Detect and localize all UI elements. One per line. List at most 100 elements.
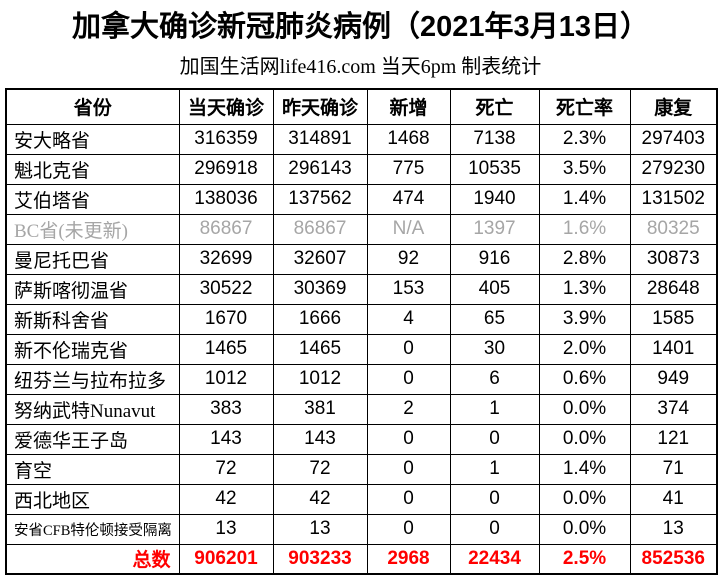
cell-new_cases: 153 [366,273,451,305]
total-cell-new_cases: 2968 [366,543,451,575]
cell-death_rate: 0.6% [538,363,631,395]
cell-new_cases: 0 [366,333,451,365]
table-row: 努纳武特Nunavut 383 381 2 1 0.0% 374 [5,393,718,425]
cell-new_cases: 0 [366,363,451,395]
cell-today: 296918 [178,153,274,185]
cell-yesterday: 86867 [272,213,368,245]
cell-yesterday: 1465 [272,333,368,365]
cell-deaths: 65 [449,303,540,335]
column-header-province: 省份 [5,88,180,125]
table-total-row: 总数 906201 903233 2968 22434 2.5% 852536 [5,543,718,575]
province-name-cell: 魁北克省 [5,153,180,185]
cell-recovered: 13 [629,513,718,545]
page-title: 加拿大确诊新冠肺炎病例（2021年3月13日） [72,11,649,43]
total-cell-recovered: 852536 [629,543,718,575]
cell-today: 1012 [178,363,274,395]
cell-yesterday: 30369 [272,273,368,305]
cell-recovered: 28648 [629,273,718,305]
province-name-cell: 安大略省 [5,123,180,155]
cell-new_cases: 1468 [366,123,451,155]
cell-new_cases: 474 [366,183,451,215]
table-row: 爱德华王子岛 143 143 0 0 0.0% 121 [5,423,718,455]
cell-deaths: 1 [449,453,540,485]
province-name-cell: 育空 [5,453,180,485]
cell-death_rate: 2.0% [538,333,631,365]
cell-yesterday: 296143 [272,153,368,185]
cell-death_rate: 0.0% [538,513,631,545]
province-name-cell: 新斯科舍省 [5,303,180,335]
column-header-today: 当天确诊 [178,88,274,125]
total-cell-deaths: 22434 [449,543,540,575]
cell-yesterday: 72 [272,453,368,485]
cell-new_cases: 0 [366,453,451,485]
table-row: 萨斯喀彻温省 30522 30369 153 405 1.3% 28648 [5,273,718,305]
province-name-cell: 萨斯喀彻温省 [5,273,180,305]
cell-new_cases: N/A [366,213,451,245]
cell-deaths: 916 [449,243,540,275]
column-header-new_cases: 新增 [366,88,451,125]
cell-yesterday: 32607 [272,243,368,275]
cell-recovered: 80325 [629,213,718,245]
cell-recovered: 1585 [629,303,718,335]
cell-recovered: 279230 [629,153,718,185]
cell-yesterday: 137562 [272,183,368,215]
province-name-cell: 安省CFB特伦顿接受隔离 [5,513,180,545]
cell-death_rate: 1.6% [538,213,631,245]
province-name-cell: 爱德华王子岛 [5,423,180,455]
cell-death_rate: 2.3% [538,123,631,155]
province-name-cell: BC省(未更新) [5,213,180,245]
table-row: 安省CFB特伦顿接受隔离 13 13 0 0 0.0% 13 [5,513,718,545]
province-name-cell: 努纳武特Nunavut [5,393,180,425]
cell-yesterday: 42 [272,483,368,515]
cell-today: 143 [178,423,274,455]
cell-yesterday: 1666 [272,303,368,335]
covid-stats-table: 省份 当天确诊 昨天确诊 新增 死亡 死亡率 康复 安大略省 316359 314891 1468… [5,88,718,575]
cell-death_rate: 3.5% [538,153,631,185]
cell-death_rate: 1.4% [538,183,631,215]
cell-today: 316359 [178,123,274,155]
cell-today: 1670 [178,303,274,335]
province-name-cell: 新不伦瑞克省 [5,333,180,365]
table-row: 魁北克省 296918 296143 775 10535 3.5% 279230 [5,153,718,185]
cell-death_rate: 2.8% [538,243,631,275]
cell-today: 30522 [178,273,274,305]
cell-new_cases: 4 [366,303,451,335]
cell-recovered: 71 [629,453,718,485]
cell-today: 86867 [178,213,274,245]
cell-deaths: 0 [449,483,540,515]
cell-yesterday: 143 [272,423,368,455]
cell-recovered: 1401 [629,333,718,365]
column-header-recovered: 康复 [629,88,718,125]
page-subtitle: 加国生活网life416.com 当天6pm 制表统计 [179,56,542,78]
cell-today: 383 [178,393,274,425]
column-header-death_rate: 死亡率 [538,88,631,125]
province-name-cell: 艾伯塔省 [5,183,180,215]
province-name-cell: 曼尼托巴省 [5,243,180,275]
column-header-deaths: 死亡 [449,88,540,125]
table-row: 新斯科舍省 1670 1666 4 65 3.9% 1585 [5,303,718,335]
table-row: 新不伦瑞克省 1465 1465 0 30 2.0% 1401 [5,333,718,365]
cell-death_rate: 0.0% [538,423,631,455]
cell-deaths: 7138 [449,123,540,155]
cell-deaths: 6 [449,363,540,395]
table-row: 安大略省 316359 314891 1468 7138 2.3% 297403 [5,123,718,155]
table-row: 艾伯塔省 138036 137562 474 1940 1.4% 131502 [5,183,718,215]
table-row: 纽芬兰与拉布拉多 1012 1012 0 6 0.6% 949 [5,363,718,395]
cell-deaths: 10535 [449,153,540,185]
cell-recovered: 374 [629,393,718,425]
cell-new_cases: 0 [366,423,451,455]
cell-yesterday: 381 [272,393,368,425]
cell-yesterday: 1012 [272,363,368,395]
cell-recovered: 30873 [629,243,718,275]
total-cell-today: 906201 [178,543,274,575]
cell-today: 32699 [178,243,274,275]
cell-deaths: 1 [449,393,540,425]
cell-today: 1465 [178,333,274,365]
cell-recovered: 41 [629,483,718,515]
column-header-yesterday: 昨天确诊 [272,88,368,125]
cell-today: 72 [178,453,274,485]
table-row: 育空 72 72 0 1 1.4% 71 [5,453,718,485]
total-cell-yesterday: 903233 [272,543,368,575]
total-label-cell: 总数 [5,543,180,575]
province-name-cell: 西北地区 [5,483,180,515]
